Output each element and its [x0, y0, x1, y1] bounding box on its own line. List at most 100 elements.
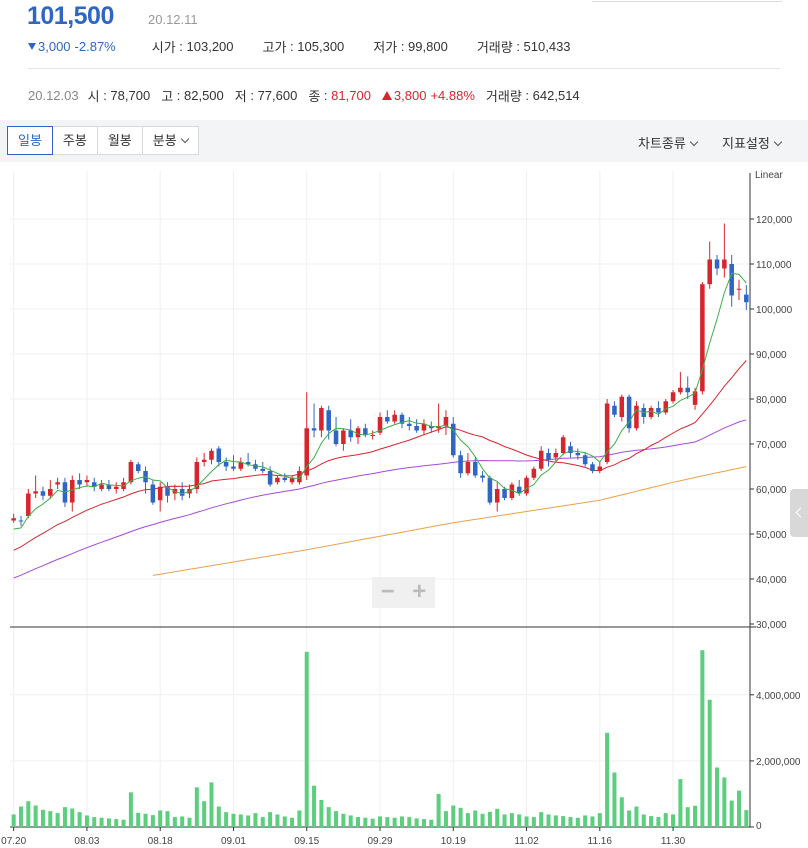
volume-bar: [583, 815, 588, 827]
candle-body: [55, 482, 60, 485]
candle-body: [245, 462, 251, 465]
zoom-in-button[interactable]: +: [412, 578, 427, 605]
volume-bar: [568, 817, 573, 827]
candle-body: [128, 462, 134, 483]
volume-bar: [377, 816, 383, 827]
header-divider: [28, 68, 780, 69]
x-tick-label: 11.16: [588, 836, 613, 847]
volume-bar: [685, 807, 690, 827]
candle-body: [363, 428, 368, 435]
candle-body: [590, 464, 595, 471]
price-tick-label: 60,000: [756, 485, 787, 496]
volume-bar: [268, 812, 273, 827]
candle-body: [429, 426, 434, 429]
volume-bar: [319, 799, 324, 827]
zoom-out-button[interactable]: −: [380, 578, 395, 605]
volume-bar: [736, 790, 742, 827]
candle-body: [260, 468, 266, 471]
hover-ohlc: 20.12.03 시 : 78,700 고 : 82,500 저 : 77,60…: [28, 88, 580, 104]
volume-bar: [55, 813, 60, 827]
volume-bar: [465, 813, 470, 827]
candle-body: [194, 462, 200, 489]
x-tick-label: 10.19: [441, 836, 466, 847]
volume-bar: [473, 810, 478, 827]
volume-bar: [136, 812, 141, 827]
candle-body: [355, 428, 361, 438]
chevron-down-icon: [180, 134, 189, 144]
candle-body: [399, 414, 405, 424]
candle-body: [91, 482, 97, 487]
volume-bar: [172, 817, 177, 827]
volume-bar: [597, 813, 602, 827]
volume-tick-label: 4,000,000: [756, 691, 801, 702]
x-tick-label: 08.18: [148, 836, 173, 847]
volume-bar: [77, 812, 82, 827]
x-tick-label: 09.29: [367, 836, 392, 847]
candle-body: [282, 477, 288, 480]
tab-monthly[interactable]: 월봉: [96, 126, 143, 155]
volume-bar: [275, 814, 280, 827]
volume-tick-label: 2,000,000: [756, 757, 801, 768]
x-tick-label: 09.01: [221, 836, 246, 847]
chart-type-dropdown[interactable]: 차트종류: [638, 133, 699, 152]
candle-body: [648, 408, 654, 417]
volume-bar: [590, 816, 595, 827]
indicator-dropdown[interactable]: 지표설정: [722, 133, 783, 152]
hover-open: 78,700: [110, 88, 151, 103]
candle-body: [297, 471, 302, 483]
candle-body: [135, 464, 141, 471]
candle-body: [238, 462, 244, 469]
volume-bar: [26, 801, 31, 827]
volume-bar: [290, 817, 295, 827]
open-value: 103,200: [186, 39, 234, 54]
candle-body: [201, 459, 207, 462]
volume-bar: [656, 817, 661, 827]
tab-minute[interactable]: 분봉: [141, 126, 199, 155]
candle-body: [480, 475, 485, 478]
hover-change-pct: +4.88%: [430, 88, 475, 103]
volume-bar: [729, 800, 734, 827]
candle-body: [443, 417, 449, 426]
candle-body: [744, 294, 749, 303]
stock-chart[interactable]: Linear 120,000 110,000 100,000 90,000 80,000 7…: [0, 163, 808, 848]
volume-bar: [502, 814, 507, 827]
tab-daily[interactable]: 일봉: [7, 126, 53, 155]
volume-bar: [158, 810, 163, 827]
candle-body: [311, 428, 317, 431]
volume-bar: [693, 805, 698, 827]
hover-high-label: 고: [161, 89, 174, 104]
candle-body: [656, 408, 661, 413]
candle-body: [546, 453, 551, 460]
volume-bar: [62, 807, 67, 827]
candle-body: [70, 480, 75, 503]
volume-bar: [436, 793, 441, 827]
candle-body: [502, 489, 507, 498]
volume-bar: [114, 819, 119, 827]
candle-body: [575, 453, 581, 456]
ma120-line: [152, 466, 747, 576]
volume-bar: [553, 815, 558, 827]
volume-bar: [246, 815, 251, 827]
volume-bar: [48, 811, 53, 827]
tab-weekly[interactable]: 주봉: [51, 126, 98, 155]
candle-body: [450, 423, 456, 456]
high-label: 고가: [262, 40, 287, 55]
candle-body: [568, 446, 573, 453]
candle-body: [385, 417, 390, 422]
price-tick-label: 40,000: [756, 575, 787, 586]
hover-close: 81,700: [331, 88, 371, 103]
candle-body: [179, 489, 185, 496]
volume-bar: [451, 805, 456, 827]
candle-body: [348, 430, 353, 438]
volume-bar: [370, 818, 375, 827]
side-panel-toggle[interactable]: [790, 489, 808, 537]
candle-body: [597, 466, 603, 471]
candle-body: [472, 462, 478, 476]
volume-bar: [326, 807, 331, 827]
hover-low-label: 저: [234, 89, 247, 104]
candle-body: [692, 391, 698, 405]
volume-bar: [260, 817, 265, 827]
candle-body: [370, 435, 375, 436]
volume-bar: [202, 801, 207, 827]
hover-volume-label: 거래량: [485, 89, 522, 104]
